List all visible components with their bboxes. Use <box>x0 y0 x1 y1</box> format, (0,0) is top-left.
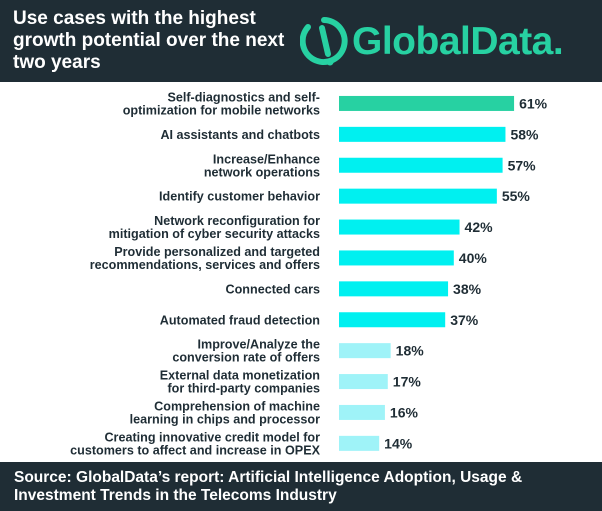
bar <box>339 312 446 328</box>
bar <box>339 435 380 451</box>
category-label: Self-diagnostics and self- <box>167 90 320 104</box>
category-label: conversion rate of offers <box>172 351 320 365</box>
data-label: 58% <box>510 126 539 142</box>
category-label: AI assistants and chatbots <box>160 128 320 142</box>
category-label: Increase/Enhance <box>213 152 320 166</box>
source-note: Source: GlobalData’s report: Artificial … <box>14 469 523 504</box>
category-label: Connected cars <box>226 282 320 296</box>
bar <box>339 157 503 173</box>
category-label: Network reconfiguration for <box>154 214 320 228</box>
header-banner: Use cases with the highest growth potent… <box>0 0 602 82</box>
category-label: network operations <box>204 165 320 179</box>
category-label: External data monetization <box>160 369 320 383</box>
bar <box>339 126 506 142</box>
bar <box>339 95 515 111</box>
bar <box>339 250 454 266</box>
bar <box>339 219 460 235</box>
category-label: Improve/Analyze the <box>198 338 320 352</box>
globaldata-logo: GlobalData. <box>300 10 595 72</box>
category-label: Provide personalized and targeted <box>114 245 320 259</box>
data-label: 18% <box>396 343 425 359</box>
category-label: Comprehension of machine <box>154 399 320 413</box>
data-label: 61% <box>519 95 548 111</box>
data-label: 57% <box>508 157 537 173</box>
bar <box>339 374 388 390</box>
footer-banner: Source: GlobalData’s report: Artificial … <box>0 462 602 511</box>
data-label: 37% <box>450 312 479 328</box>
bar <box>339 404 385 420</box>
data-label: 16% <box>390 404 419 420</box>
data-label: 42% <box>465 219 494 235</box>
bar <box>339 343 391 359</box>
category-label: mitigation of cyber security attacks <box>109 227 320 241</box>
category-label: Automated fraud detection <box>160 313 320 327</box>
data-label: 55% <box>502 188 531 204</box>
globaldata-logo-icon <box>300 17 348 66</box>
data-label: 38% <box>453 281 482 297</box>
data-label: 40% <box>459 250 488 266</box>
category-label: Identify customer behavior <box>159 190 320 204</box>
category-label: optimization for mobile networks <box>123 103 320 117</box>
data-label: 17% <box>393 374 422 390</box>
category-label: recommendations, services and offers <box>90 258 320 272</box>
category-label: Creating innovative credit model for <box>104 430 320 444</box>
bar-chart: 61% Self-diagnostics and self-optimizatio… <box>70 90 548 457</box>
chart-title: Use cases with the highest growth potent… <box>13 8 285 73</box>
bar <box>339 281 449 297</box>
bar <box>339 188 497 204</box>
globaldata-logo-text: GlobalData. <box>352 20 564 63</box>
data-label: 14% <box>384 435 413 451</box>
category-label: customers to affect and increase in OPEX <box>70 443 320 457</box>
category-label: learning in chips and processor <box>130 412 320 426</box>
category-label: for third-party companies <box>167 382 320 396</box>
